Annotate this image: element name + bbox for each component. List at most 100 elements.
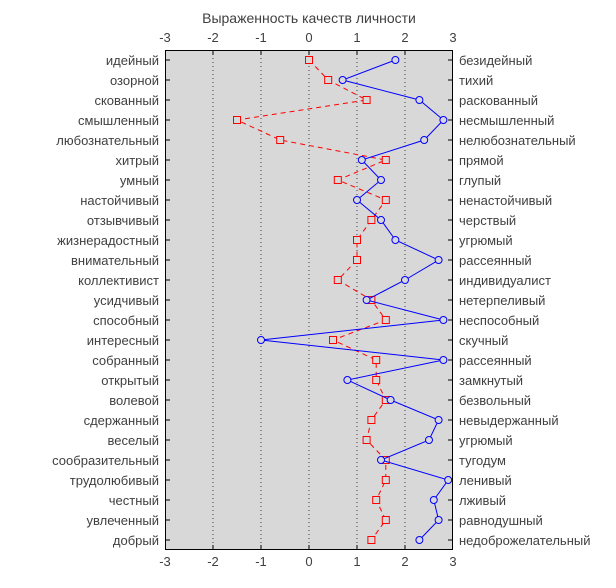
xtick-label: -1 [255,554,267,569]
ylabel-left: собранный [92,353,159,368]
ylabel-left: сообразительный [52,453,159,468]
marker-red [363,97,370,104]
xtick-label: -3 [159,30,171,45]
ylabel-right: индивидуалист [459,273,551,288]
plot-svg [165,50,453,550]
ylabel-right: неспособный [459,313,539,328]
marker-blue [392,237,399,244]
ylabel-left: веселый [108,433,159,448]
marker-red [234,117,241,124]
marker-red [368,417,375,424]
ylabel-right: рассеянный [459,353,532,368]
marker-red [382,477,389,484]
marker-blue [435,517,442,524]
ylabel-left: любознательный [56,133,159,148]
marker-blue [392,57,399,64]
ylabel-left: открытый [101,373,159,388]
ylabel-left: способный [93,313,159,328]
ylabel-right: нелюбознательный [459,133,576,148]
marker-blue [378,217,385,224]
marker-blue [416,537,423,544]
xtick-label: 0 [305,30,312,45]
ylabel-left: трудолюбивый [70,473,159,488]
marker-blue [430,497,437,504]
marker-blue [358,157,365,164]
marker-blue [378,457,385,464]
ylabel-right: недоброжелательный [459,533,590,548]
marker-red [277,137,284,144]
marker-red [382,317,389,324]
ylabel-left: отзывчивый [87,213,159,228]
ylabel-right: безидейный [459,53,532,68]
ylabel-left: добрый [113,533,159,548]
ylabel-right: ненастойчивый [459,193,552,208]
ylabel-left: честный [109,493,159,508]
ylabel-left: сдержанный [84,413,159,428]
ylabel-left: волевой [109,393,159,408]
ylabel-right: черствый [459,213,516,228]
ylabel-right: безвольный [459,393,531,408]
ylabel-right: угрюмый [459,433,513,448]
marker-red [368,537,375,544]
ylabel-right: замкнутый [459,373,523,388]
ylabel-right: скучный [459,333,508,348]
marker-blue [440,357,447,364]
ylabel-left: озорной [110,73,159,88]
marker-blue [344,377,351,384]
xtick-label: 3 [449,30,456,45]
ylabel-right: ленивый [459,473,512,488]
ylabel-right: глупый [459,173,501,188]
marker-red [382,197,389,204]
marker-blue [378,177,385,184]
xtick-label: 1 [353,554,360,569]
xtick-label: 0 [305,554,312,569]
ylabel-right: нетерпеливый [459,293,545,308]
ylabel-right: раскованный [459,93,538,108]
marker-red [354,237,361,244]
marker-blue [416,97,423,104]
marker-blue [258,337,265,344]
marker-blue [339,77,346,84]
ylabel-left: смышленный [78,113,159,128]
ylabel-left: идейный [106,53,159,68]
marker-blue [440,317,447,324]
ylabel-right: прямой [459,153,504,168]
ylabel-left: интересный [87,333,159,348]
ylabel-left: жизнерадостный [57,233,159,248]
ylabel-left: усидчивый [94,293,159,308]
marker-red [373,357,380,364]
ylabel-right: невыдержанный [459,413,559,428]
xtick-label: 3 [449,554,456,569]
marker-red [334,177,341,184]
marker-red [373,377,380,384]
xtick-label: -2 [207,554,219,569]
marker-blue [402,277,409,284]
xtick-label: -3 [159,554,171,569]
ylabel-left: коллективист [78,273,159,288]
ylabel-right: тихий [459,73,493,88]
ylabel-right: лживый [459,493,506,508]
marker-red [330,337,337,344]
marker-red [354,257,361,264]
marker-blue [440,117,447,124]
xtick-label: -1 [255,30,267,45]
ylabel-right: равнодушный [459,513,543,528]
xtick-label: 2 [401,554,408,569]
xtick-label: 1 [353,30,360,45]
xtick-label: -2 [207,30,219,45]
xtick-label: 2 [401,30,408,45]
marker-red [373,497,380,504]
ylabel-left: хитрый [115,153,159,168]
ylabel-right: тугодум [459,453,506,468]
marker-blue [354,197,361,204]
marker-blue [435,257,442,264]
ylabel-left: умный [120,173,159,188]
marker-red [382,517,389,524]
marker-red [363,437,370,444]
ylabel-right: рассеянный [459,253,532,268]
ylabel-left: внимательный [71,253,159,268]
axes [165,50,453,550]
marker-red [334,277,341,284]
figure: Выраженность качеств личности -3-3-2-2-1… [0,0,616,588]
ylabel-left: настойчивый [80,193,159,208]
